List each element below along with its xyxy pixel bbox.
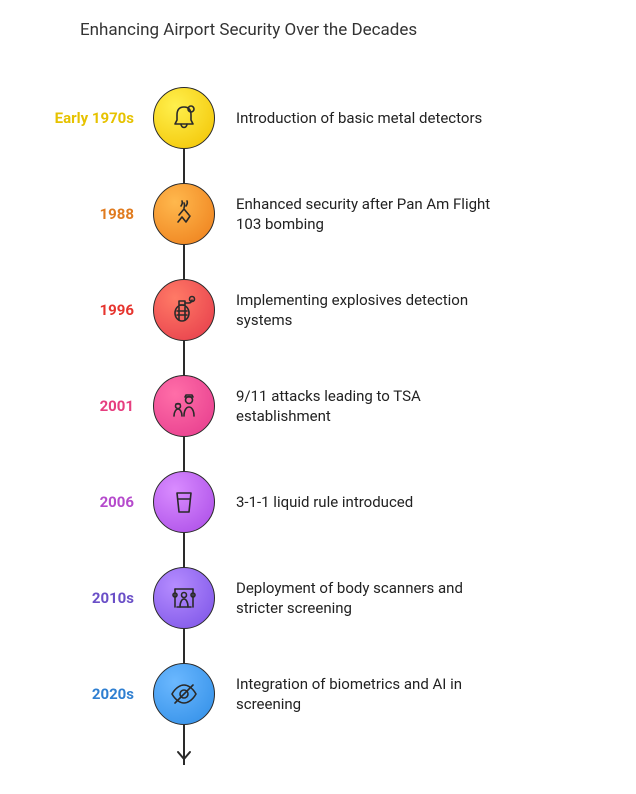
bell-icon	[167, 101, 201, 135]
timeline-node	[153, 183, 215, 245]
timeline-node	[153, 471, 215, 533]
timeline-node	[153, 279, 215, 341]
grenade-icon	[167, 293, 201, 327]
connector-line	[183, 725, 185, 765]
timeline-node	[153, 567, 215, 629]
infographic-title: Enhancing Airport Security Over the Deca…	[80, 20, 606, 40]
event-description: 9/11 attacks leading to TSA establishmen…	[218, 386, 498, 427]
event-description: Enhanced security after Pan Am Flight 10…	[218, 194, 498, 235]
year-label: Early 1970s	[40, 109, 150, 127]
event-description: Integration of biometrics and AI in scre…	[218, 674, 498, 715]
event-description: Introduction of basic metal detectors	[218, 108, 498, 128]
timeline: Early 1970s Introduction of basic metal …	[40, 70, 606, 764]
timeline-row: 2001 9/11 attacks leading to TSA establi…	[40, 358, 606, 454]
year-label: 2020s	[40, 685, 150, 703]
fire-icon	[167, 197, 201, 231]
year-label: 2010s	[40, 589, 150, 607]
timeline-row: 2010s Deployment of body scanners and st…	[40, 550, 606, 646]
arrow-row	[40, 742, 606, 764]
year-label: 1996	[40, 301, 150, 319]
timeline-node	[153, 375, 215, 437]
officer-icon	[167, 389, 201, 423]
year-label: 1988	[40, 205, 150, 223]
event-description: Implementing explosives detection system…	[218, 290, 498, 331]
timeline-row: Early 1970s Introduction of basic metal …	[40, 70, 606, 166]
timeline-node	[153, 87, 215, 149]
year-label: 2001	[40, 397, 150, 415]
timeline-row: 2006 3-1-1 liquid rule introduced	[40, 454, 606, 550]
timeline-row: 2020s Integration of biometrics and AI i…	[40, 646, 606, 742]
timeline-node	[153, 663, 215, 725]
cup-icon	[167, 485, 201, 519]
event-description: Deployment of body scanners and stricter…	[218, 578, 498, 619]
scanner-icon	[167, 581, 201, 615]
eye-icon	[167, 677, 201, 711]
year-label: 2006	[40, 493, 150, 511]
event-description: 3-1-1 liquid rule introduced	[218, 492, 498, 512]
timeline-row: 1996 Implementing explosives detection s…	[40, 262, 606, 358]
timeline-row: 1988 Enhanced security after Pan Am Flig…	[40, 166, 606, 262]
